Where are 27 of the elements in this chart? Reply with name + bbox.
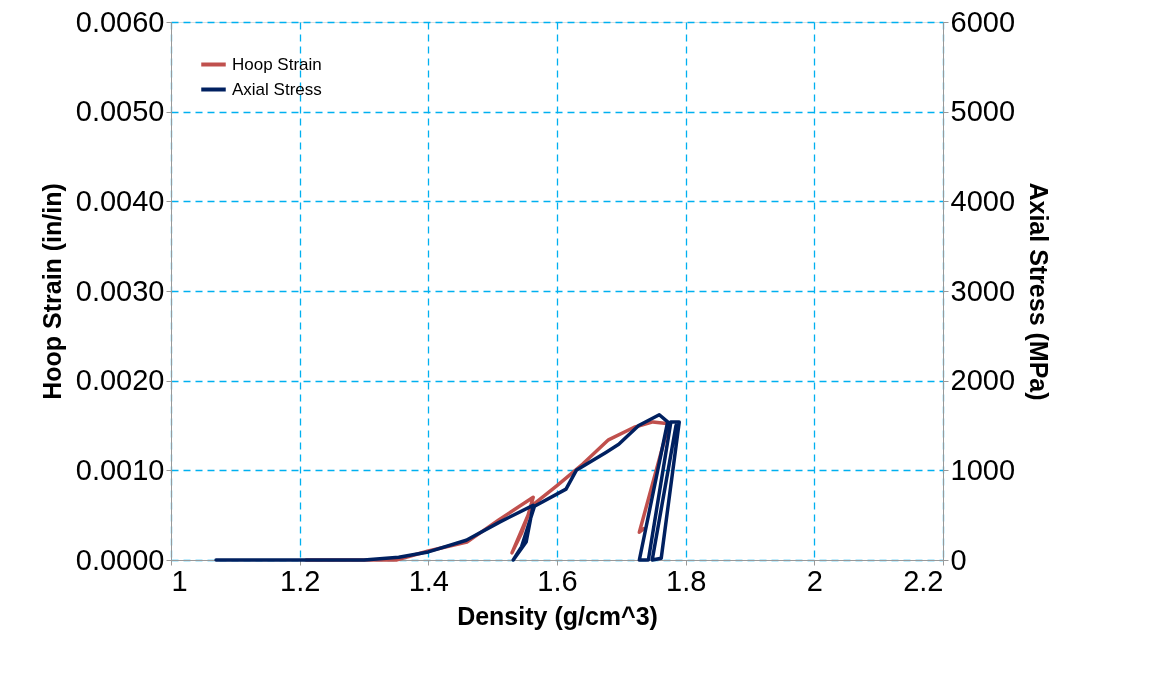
legend-label: Hoop Strain — [232, 54, 322, 74]
x-tick-label: 2.2 — [903, 564, 944, 597]
x-tick-label: 1.2 — [280, 564, 321, 597]
x-tick-label: 2 — [806, 564, 823, 597]
y2-axis-title: Axial Stress (MPa) — [1025, 182, 1054, 401]
x-tick-label: 1 — [171, 564, 188, 597]
x-axis-title: Density (g/cm^3) — [457, 601, 658, 630]
y2-tick-label: 0 — [950, 543, 967, 576]
y-tick-label: 0.0040 — [75, 184, 165, 217]
y-axis-title: Hoop Strain (in/in) — [37, 183, 66, 400]
y2-tick-label: 2000 — [950, 364, 1016, 397]
legend-label: Axial Stress — [232, 79, 322, 99]
y-tick-label: 0.0060 — [75, 5, 165, 38]
y2-tick-label: 5000 — [950, 95, 1016, 128]
y2-tick-label: 3000 — [950, 274, 1016, 307]
y2-tick-label: 4000 — [950, 184, 1016, 217]
x-tick-label: 1.8 — [666, 564, 707, 597]
y-tick-label: 0.0000 — [75, 543, 165, 576]
y2-tick-label: 1000 — [950, 453, 1016, 486]
y2-tick-label: 6000 — [950, 5, 1016, 38]
line-series — [214, 412, 681, 562]
y-tick-label: 0.0030 — [75, 274, 165, 307]
y-tick-label: 0.0010 — [75, 453, 165, 486]
x-tick-label: 1.4 — [408, 564, 449, 597]
y-tick-label: 0.0020 — [75, 364, 165, 397]
y-tick-label: 0.0050 — [75, 95, 165, 128]
x-tick-label: 1.6 — [537, 564, 578, 597]
